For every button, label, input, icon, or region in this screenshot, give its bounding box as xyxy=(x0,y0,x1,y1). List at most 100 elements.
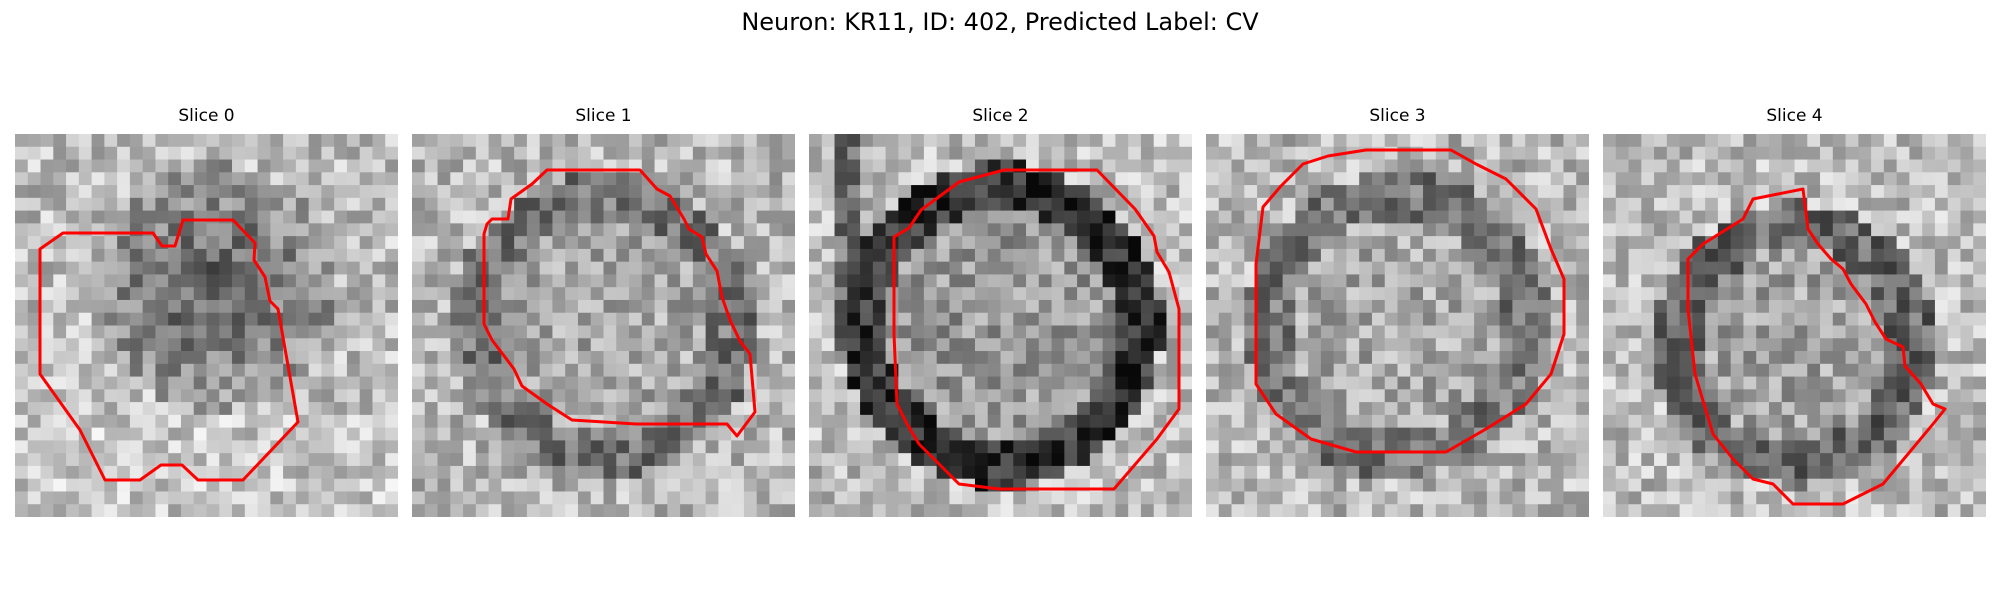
pixel xyxy=(1666,376,1680,390)
pixel xyxy=(424,440,438,454)
pixel xyxy=(463,197,477,211)
pixel xyxy=(142,376,156,390)
pixel xyxy=(1576,312,1589,326)
pixel xyxy=(193,197,207,211)
pixel xyxy=(603,185,617,199)
pixel xyxy=(1218,210,1232,224)
pixel xyxy=(911,504,925,517)
pixel xyxy=(769,287,783,301)
pixel xyxy=(1832,185,1846,199)
pixel xyxy=(1615,427,1629,441)
pixel xyxy=(692,159,707,173)
pixel xyxy=(1499,197,1513,211)
pixel xyxy=(1756,351,1770,365)
pixel xyxy=(1077,236,1091,250)
pixel xyxy=(385,159,398,173)
pixel xyxy=(1845,453,1859,467)
pixel xyxy=(1525,274,1539,288)
pixel xyxy=(1845,325,1859,339)
pixel xyxy=(346,351,361,365)
pixel xyxy=(872,504,886,517)
pixel xyxy=(1525,402,1539,416)
pixel xyxy=(450,134,464,148)
pixel xyxy=(1909,261,1923,275)
pixel xyxy=(1858,389,1872,403)
pixel xyxy=(1257,414,1271,429)
pixel xyxy=(450,287,464,301)
pixel xyxy=(450,478,464,492)
pixel xyxy=(334,223,348,237)
pixel xyxy=(1641,504,1655,517)
pixel xyxy=(1448,312,1462,326)
pixel xyxy=(346,299,361,314)
pixel xyxy=(155,389,169,403)
pixel xyxy=(437,491,451,505)
pixel xyxy=(1603,453,1617,467)
pixel xyxy=(1666,363,1680,377)
pixel xyxy=(514,299,528,314)
pixel xyxy=(526,312,541,326)
pixel xyxy=(15,146,29,160)
pixel xyxy=(1960,351,1974,365)
pixel xyxy=(1038,134,1052,148)
pixel xyxy=(603,261,617,275)
pixel xyxy=(1051,210,1065,224)
pixel xyxy=(552,465,566,480)
pixel xyxy=(872,427,886,441)
pixel xyxy=(603,312,617,326)
pixel xyxy=(1960,274,1974,288)
pixel xyxy=(1153,274,1167,288)
pixel xyxy=(718,402,732,416)
pixel xyxy=(168,440,182,454)
pixel xyxy=(1922,299,1936,314)
pixel xyxy=(1435,478,1449,492)
pixel xyxy=(1410,504,1424,517)
pixel xyxy=(1051,491,1065,505)
pixel xyxy=(168,338,182,352)
pixel xyxy=(1371,236,1386,250)
pixel xyxy=(1717,159,1732,173)
pixel xyxy=(359,210,373,224)
pixel xyxy=(334,351,348,365)
pixel xyxy=(321,248,335,263)
pixel xyxy=(809,287,823,301)
pixel xyxy=(705,402,719,416)
pixel xyxy=(705,478,719,492)
pixel xyxy=(1781,236,1795,250)
pixel xyxy=(1064,504,1078,517)
pixel xyxy=(475,376,489,390)
pixel xyxy=(1077,287,1091,301)
pixel xyxy=(321,159,335,173)
pixel xyxy=(1603,376,1617,390)
pixel xyxy=(552,210,566,224)
pixel xyxy=(629,185,643,199)
pixel xyxy=(1525,351,1539,365)
pixel xyxy=(1692,223,1706,237)
pixel xyxy=(1000,376,1014,390)
pixel xyxy=(1858,478,1872,492)
pixel xyxy=(1089,325,1104,339)
pixel xyxy=(270,351,284,365)
pixel xyxy=(1654,312,1668,326)
pixel xyxy=(987,287,1001,301)
pixel xyxy=(1244,465,1258,480)
pixel xyxy=(885,134,899,148)
pixel xyxy=(1013,185,1027,199)
pixel xyxy=(193,261,207,275)
pixel xyxy=(501,376,515,390)
pixel xyxy=(680,312,694,326)
pixel xyxy=(1692,159,1706,173)
pixel xyxy=(743,504,758,517)
pixel xyxy=(1269,210,1283,224)
pixel xyxy=(1756,299,1770,314)
pixel xyxy=(809,453,823,467)
pixel xyxy=(1089,351,1104,365)
pixel xyxy=(1550,465,1564,480)
pixel xyxy=(834,287,848,301)
pixel xyxy=(15,299,29,314)
pixel xyxy=(616,210,630,224)
pixel xyxy=(974,325,989,339)
pixel xyxy=(1820,197,1834,211)
pixel xyxy=(1333,312,1347,326)
pixel xyxy=(1333,134,1347,148)
